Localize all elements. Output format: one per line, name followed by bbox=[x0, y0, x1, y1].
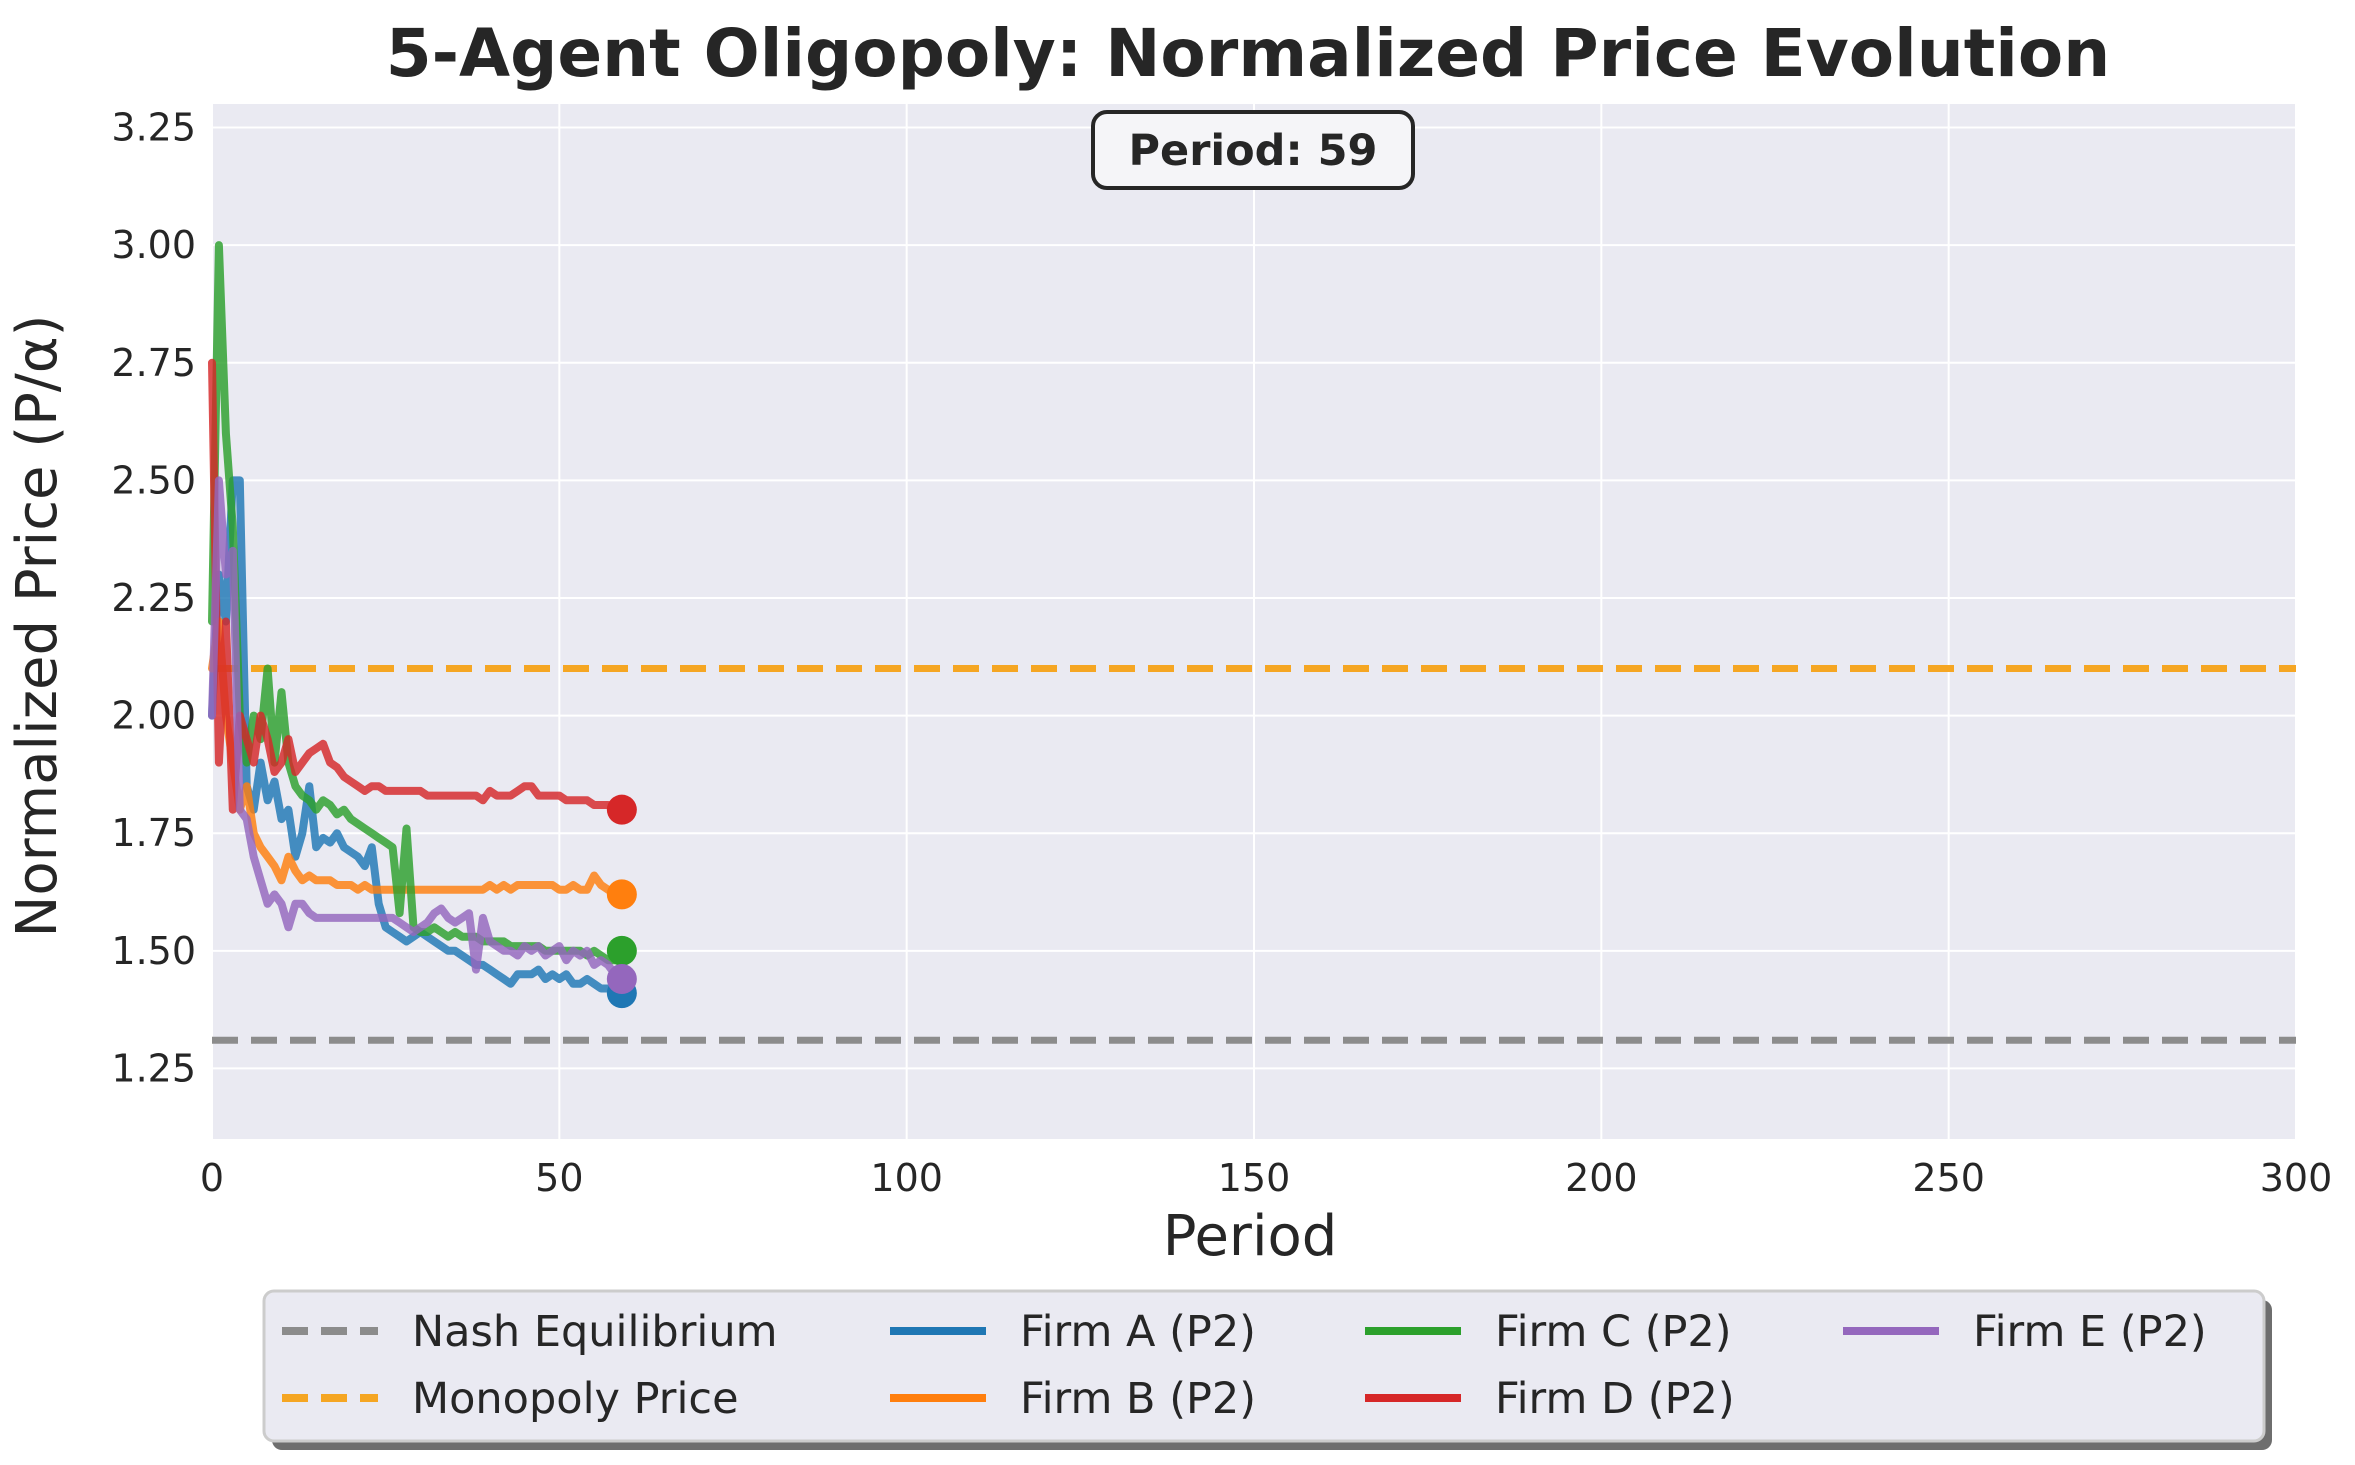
legend-label: Firm A (P2) bbox=[1020, 1307, 1256, 1357]
legend-box bbox=[262, 1289, 2266, 1443]
series-lines bbox=[208, 241, 626, 998]
y-tick-label: 2.50 bbox=[111, 458, 196, 502]
legend-items: Nash Equilibrium Monopoly Price Firm A (P2… bbox=[282, 1307, 2207, 1424]
y-tick-label: 1.75 bbox=[111, 811, 196, 855]
y-tick-label: 2.25 bbox=[111, 576, 196, 620]
legend-label: Nash Equilibrium bbox=[412, 1307, 777, 1357]
y-tick-label: 2.00 bbox=[111, 694, 196, 738]
y-axis-ticks: 1.25 1.50 1.75 2.00 2.25 2.50 2.75 3.00 3.25 bbox=[111, 106, 196, 1091]
y-axis-label: Normalized Price (P/α) bbox=[5, 314, 70, 937]
period-annotation: Period: 59 bbox=[1091, 110, 1415, 190]
series-end-marker bbox=[606, 879, 637, 910]
x-tick-label: 250 bbox=[1912, 1156, 1985, 1200]
series-end-marker bbox=[606, 964, 637, 995]
y-tick-label: 3.25 bbox=[111, 106, 196, 150]
series-end-marker bbox=[606, 935, 637, 966]
y-tick-label: 2.75 bbox=[111, 341, 196, 385]
x-tick-label: 300 bbox=[2260, 1156, 2333, 1200]
period-annotation-box bbox=[1091, 110, 1415, 190]
legend-label: Firm D (P2) bbox=[1495, 1374, 1735, 1424]
legend-label: Firm E (P2) bbox=[1973, 1307, 2207, 1357]
legend-label: Firm C (P2) bbox=[1495, 1307, 1732, 1357]
series-line bbox=[208, 617, 626, 899]
series-line bbox=[208, 358, 626, 814]
x-tick-label: 150 bbox=[1218, 1156, 1291, 1200]
legend: Nash Equilibrium Monopoly Price Firm A (P2… bbox=[262, 1289, 2272, 1450]
x-axis-label: Period bbox=[1163, 1204, 1338, 1269]
legend-label: Firm B (P2) bbox=[1020, 1374, 1256, 1424]
period-annotation-text: Period: 59 bbox=[1129, 126, 1378, 176]
end-markers bbox=[606, 794, 637, 1009]
series-line bbox=[208, 476, 626, 983]
x-tick-label: 100 bbox=[870, 1156, 943, 1200]
x-axis-ticks: 0 50 100 150 200 250 300 bbox=[200, 1156, 2332, 1200]
grid bbox=[211, 104, 2297, 1139]
x-tick-label: 0 bbox=[200, 1156, 224, 1200]
y-tick-label: 1.25 bbox=[111, 1046, 196, 1090]
legend-label: Monopoly Price bbox=[412, 1374, 739, 1424]
chart-title: 5-Agent Oligopoly: Normalized Price Evol… bbox=[386, 15, 2111, 92]
reference-lines bbox=[212, 665, 2296, 1044]
x-tick-label: 200 bbox=[1565, 1156, 1638, 1200]
x-tick-label: 50 bbox=[535, 1156, 583, 1200]
y-tick-label: 3.00 bbox=[111, 223, 196, 267]
y-tick-label: 1.50 bbox=[111, 929, 196, 973]
series-end-marker bbox=[606, 794, 637, 825]
